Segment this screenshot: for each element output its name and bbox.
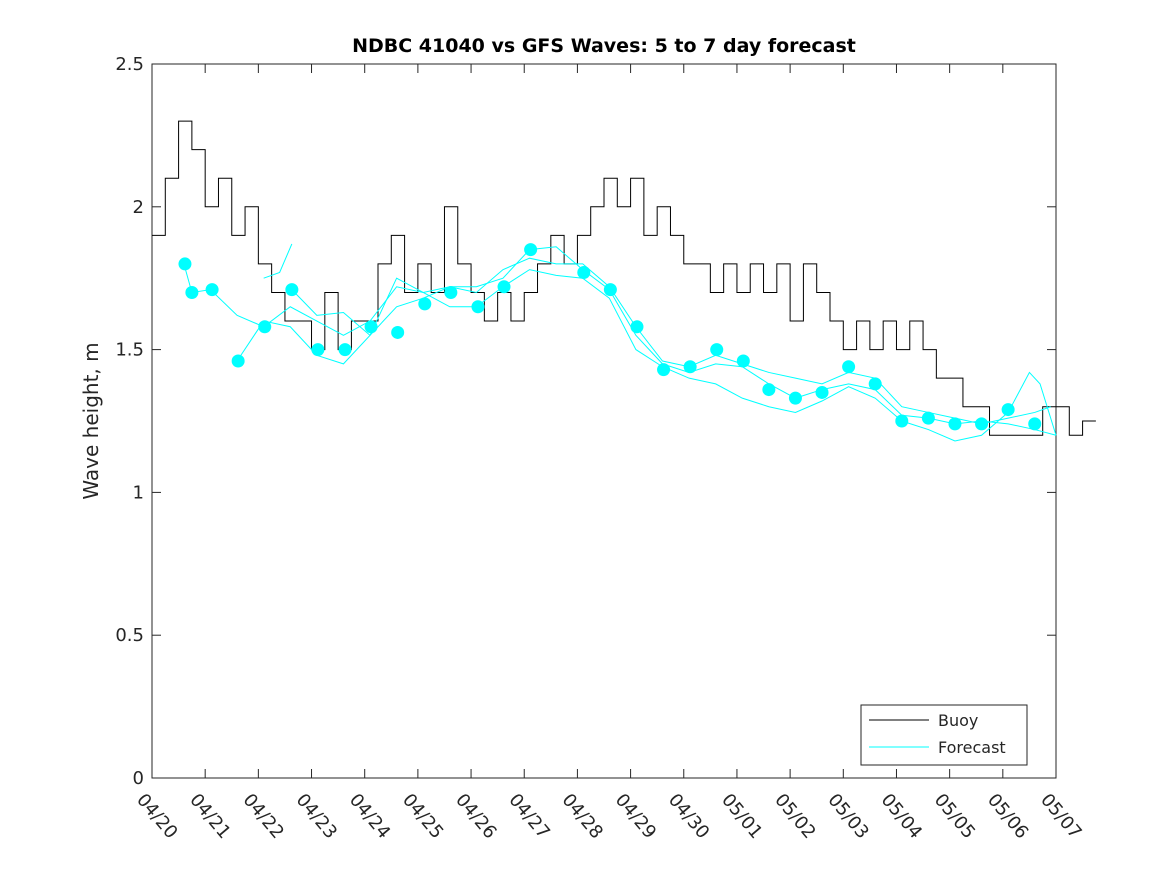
forecast-marker	[657, 363, 671, 377]
x-tick-label: 04/29	[611, 790, 660, 843]
x-tick-label: 05/02	[770, 790, 819, 843]
forecast-marker	[471, 300, 485, 314]
x-tick-label: 05/04	[877, 790, 926, 843]
x-tick-label: 04/30	[664, 790, 713, 843]
forecast-marker	[710, 343, 724, 357]
forecast-marker	[185, 285, 199, 299]
legend-buoy-label: Buoy	[938, 711, 978, 730]
x-tick-label: 05/03	[823, 790, 872, 843]
y-axis-label: Wave height, m	[79, 342, 103, 499]
x-tick-label: 04/25	[398, 790, 447, 843]
y-tick-label: 2	[133, 197, 144, 218]
chart-title: NDBC 41040 vs GFS Waves: 5 to 7 day fore…	[352, 35, 856, 57]
x-tick-label: 05/05	[930, 790, 979, 843]
forecast-marker	[524, 243, 538, 257]
y-tick-label: 0.5	[115, 625, 144, 646]
x-tick-label: 04/20	[132, 790, 181, 843]
forecast-marker	[842, 360, 856, 374]
forecast-marker	[975, 417, 989, 431]
forecast-marker	[444, 285, 458, 299]
x-tick-label: 05/01	[717, 790, 766, 843]
x-tick-label: 04/21	[185, 790, 234, 843]
x-tick-label: 04/23	[292, 790, 341, 843]
forecast-marker	[788, 391, 802, 405]
x-tick-label: 05/06	[983, 790, 1032, 843]
forecast-marker	[630, 320, 644, 334]
forecast-marker	[418, 297, 432, 311]
x-tick-label: 04/26	[451, 790, 500, 843]
forecast-marker	[948, 417, 962, 431]
legend-forecast-label: Forecast	[938, 738, 1006, 757]
forecast-marker	[683, 360, 697, 374]
forecast-marker	[736, 354, 750, 368]
forecast-marker	[868, 377, 882, 391]
forecast-marker	[391, 325, 405, 339]
forecast-marker	[815, 385, 829, 399]
x-tick-label: 04/27	[504, 790, 553, 843]
x-tick-label: 04/24	[345, 790, 394, 843]
legend: Buoy Forecast	[860, 704, 1028, 766]
y-tick-label: 2.5	[115, 54, 144, 75]
forecast-marker	[577, 265, 591, 279]
forecast-marker	[231, 354, 245, 368]
forecast-marker	[1001, 403, 1015, 417]
y-tick-label: 0	[133, 768, 144, 789]
x-tick-label: 04/28	[558, 790, 607, 843]
forecast-marker	[258, 320, 272, 334]
y-tick-label: 1	[133, 482, 144, 503]
forecast-marker	[921, 411, 935, 425]
forecast-marker	[285, 283, 299, 297]
x-tick-label: 04/22	[239, 790, 288, 843]
forecast-line	[263, 243, 293, 279]
forecast-marker	[338, 343, 352, 357]
forecast-marker	[895, 414, 909, 428]
forecast-marker	[1028, 417, 1042, 431]
forecast-marker	[178, 257, 192, 271]
forecast-marker	[311, 343, 325, 357]
forecast-line	[291, 257, 1051, 425]
forecast-marker	[205, 283, 219, 297]
buoy-line	[152, 120, 1096, 436]
forecast-marker	[497, 280, 511, 294]
x-tick-label: 05/07	[1036, 790, 1085, 843]
plot-area	[151, 63, 1057, 779]
forecast-marker	[364, 320, 378, 334]
forecast-marker	[603, 283, 617, 297]
y-tick-label: 1.5	[115, 340, 144, 361]
forecast-marker	[762, 383, 776, 397]
